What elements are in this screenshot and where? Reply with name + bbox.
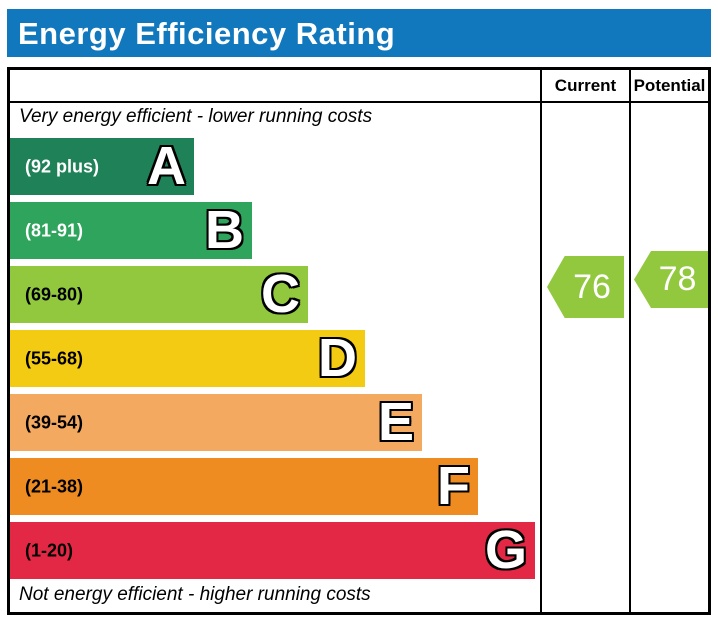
bottom-note: Not energy efficient - higher running co…: [19, 584, 371, 605]
band-a-range-label: (92 plus): [25, 156, 100, 176]
top-note: Very energy efficient - lower running co…: [19, 106, 373, 127]
band-e-range-label: (39-54): [25, 412, 84, 432]
band-c: (69-80) C: [10, 266, 308, 323]
band-e-letter: E: [377, 391, 414, 452]
potential-column-header: Potential: [633, 76, 706, 95]
potential-rating-value: 78: [658, 260, 697, 298]
band-a-letter: A: [147, 135, 186, 196]
potential-rating-arrow: 78: [634, 251, 708, 308]
page-title: Energy Efficiency Rating: [7, 9, 711, 57]
band-g-letter: G: [484, 519, 527, 580]
band-e: (39-54) E: [10, 394, 422, 451]
band-a: (92 plus) A: [10, 138, 194, 195]
band-c-letter: C: [261, 263, 300, 324]
band-b-letter: B: [205, 199, 244, 260]
band-f-range-label: (21-38): [25, 476, 84, 496]
potential-column-divider: [629, 70, 631, 612]
epc-chart: Current Potential Very energy efficient …: [7, 67, 711, 615]
band-f: (21-38) F: [10, 458, 478, 515]
band-b-range-label: (81-91): [25, 220, 84, 240]
current-column-divider: [540, 70, 542, 612]
band-f-letter: F: [437, 455, 470, 516]
band-c-range-label: (69-80): [25, 284, 84, 304]
table-header-row: [10, 70, 708, 103]
band-g-range-label: (1-20): [25, 540, 74, 560]
band-b: (81-91) B: [10, 202, 252, 259]
band-d-range-label: (55-68): [25, 348, 84, 368]
current-rating-value: 76: [573, 267, 611, 306]
current-column-header: Current: [554, 76, 617, 95]
band-d: (55-68) D: [10, 330, 365, 387]
current-rating-arrow: 76: [547, 256, 624, 318]
band-g: (1-20) G: [10, 522, 535, 579]
band-d-letter: D: [318, 327, 357, 388]
